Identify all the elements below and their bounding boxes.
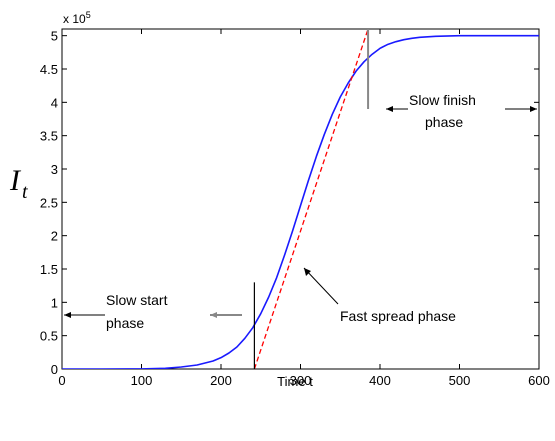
y-tick-label: 4 — [51, 95, 58, 110]
y-axis-ticks: 0 0.5 1 1.5 2 2.5 3 3.5 4 4.5 5 — [40, 29, 539, 377]
phase-markers — [253, 29, 370, 369]
y-tick-label: 1.5 — [40, 262, 58, 277]
y-tick-label: 4.5 — [40, 62, 58, 77]
annotation-fast-spread: Fast spread phase — [303, 267, 456, 324]
y-tick-label: 5 — [51, 29, 58, 44]
annotation-arrowhead-left — [64, 312, 71, 318]
annotation-finish-arrowhead-left — [386, 106, 393, 112]
x-tick-label: 500 — [449, 373, 471, 388]
series-tangent-line — [253, 29, 369, 369]
annotation-slow-start-line2: phase — [106, 315, 144, 331]
y-tick-label: 2 — [51, 229, 58, 244]
annotation-finish-arrowhead-right — [530, 106, 537, 112]
x-axis-ticks: 0 100 200 300 400 500 600 — [58, 29, 550, 388]
annotation-slow-finish-line1: Slow finish — [409, 92, 476, 108]
series-layer — [62, 29, 539, 369]
x-tick-label: 600 — [528, 373, 550, 388]
x-tick-label: 200 — [210, 373, 232, 388]
annotation-slow-finish-line2: phase — [425, 114, 463, 130]
y-tick-label: 0.5 — [40, 329, 58, 344]
annotation-slow-start-line1: Slow start — [106, 292, 168, 308]
x-tick-label: 0 — [58, 373, 65, 388]
x-tick-label: 400 — [369, 373, 391, 388]
x-tick-label: 100 — [131, 373, 153, 388]
y-scale-factor: x 105 — [63, 10, 91, 26]
y-tick-label: 1 — [51, 295, 58, 310]
y-scale-exponent: 5 — [86, 10, 91, 20]
x-axis-label: Time t — [277, 374, 313, 389]
annotation-slow-finish: Slow finish phase — [386, 92, 537, 130]
y-tick-label: 3.5 — [40, 129, 58, 144]
y-tick-label: 3 — [51, 162, 58, 177]
annotation-arrowhead-right — [210, 312, 217, 318]
y-tick-label: 0 — [51, 362, 58, 377]
annotation-slow-start: Slow start phase — [64, 292, 242, 331]
y-tick-label: 2.5 — [40, 195, 58, 210]
annotation-fast-spread-arrow — [303, 267, 339, 305]
y-scale-base: x 10 — [63, 12, 86, 26]
series-curve — [62, 34, 539, 369]
annotation-fast-spread-arrowhead — [304, 268, 311, 276]
x-tick-label: 300 — [290, 373, 312, 388]
annotation-fast-spread-text: Fast spread phase — [340, 308, 456, 324]
